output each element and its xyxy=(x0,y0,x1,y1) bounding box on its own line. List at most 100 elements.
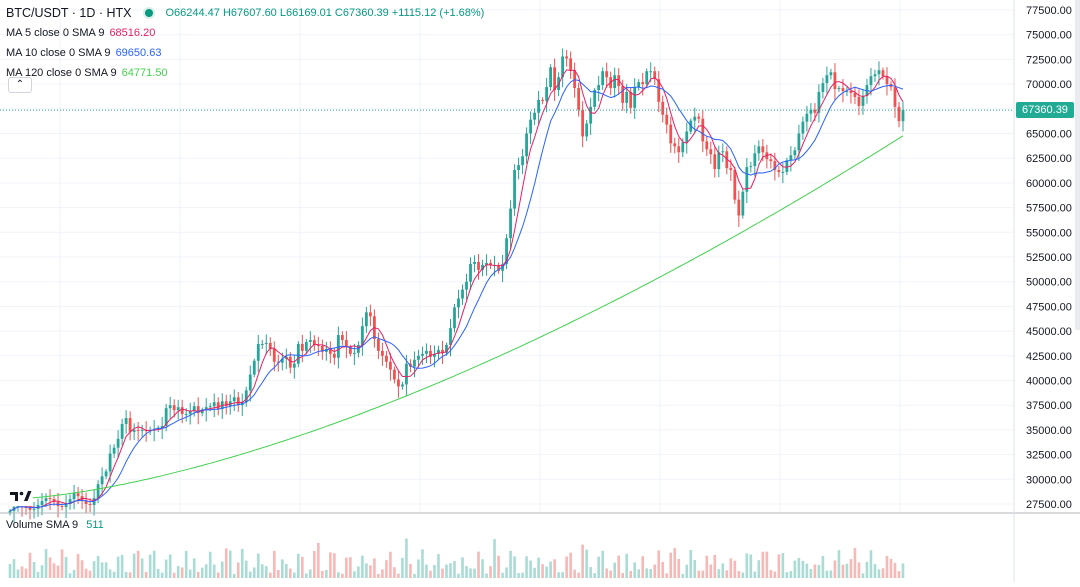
y-tick-label: 32500.00 xyxy=(1026,450,1072,462)
volume-bar xyxy=(745,553,749,578)
candle-body xyxy=(773,161,777,171)
tradingview-logo[interactable] xyxy=(7,486,33,506)
volume-bar xyxy=(829,570,833,578)
ma120-value: 64771.50 xyxy=(121,67,168,79)
candle-body xyxy=(545,87,549,101)
candle-body xyxy=(869,76,873,86)
candle-body xyxy=(549,67,553,88)
volume-bar xyxy=(577,572,580,578)
candle-body xyxy=(633,87,637,108)
symbol-title[interactable]: BTC/USDT · 1D · HTX xyxy=(6,6,132,20)
candle-body xyxy=(48,498,52,500)
ma120-legend[interactable]: MA 120 close 0 SMA 9 64771.50 xyxy=(6,63,484,83)
candle-body xyxy=(537,99,540,113)
volume-bar xyxy=(729,558,733,578)
volume-bar xyxy=(60,549,64,578)
candle-body xyxy=(308,339,312,342)
volume-bar xyxy=(277,569,280,578)
candle-body xyxy=(685,131,689,143)
candle-body xyxy=(132,429,136,432)
volume-bar xyxy=(325,569,328,578)
volume-bar xyxy=(521,572,524,578)
candle-body xyxy=(741,191,745,216)
candle-body xyxy=(208,406,212,408)
candle-body xyxy=(809,109,813,114)
volume-bar xyxy=(665,573,669,578)
candle-body xyxy=(393,369,396,380)
volume-bar xyxy=(789,571,793,578)
volume-bar xyxy=(421,549,424,578)
y-tick-label: 27500.00 xyxy=(1026,499,1072,511)
market-status-icon[interactable] xyxy=(143,7,156,19)
volume-bar xyxy=(849,559,853,578)
volume-bar xyxy=(16,569,20,578)
volume-bar xyxy=(589,567,592,578)
volume-bar xyxy=(689,550,693,578)
candle-body xyxy=(561,56,565,78)
volume-bar xyxy=(208,551,212,578)
candle-body xyxy=(477,261,480,270)
candle-body xyxy=(489,262,492,265)
volume-bar xyxy=(425,564,428,578)
volume-bar xyxy=(757,560,761,578)
candle-body xyxy=(340,335,344,340)
ma10-legend[interactable]: MA 10 close 0 SMA 9 69650.63 xyxy=(6,43,484,63)
candle-body xyxy=(332,353,336,358)
candle-body xyxy=(813,109,817,113)
volume-bar xyxy=(897,571,901,578)
candle-body xyxy=(721,151,725,153)
candle-body xyxy=(725,151,729,169)
candle-body xyxy=(256,343,260,361)
volume-bar xyxy=(549,561,552,578)
volume-bar xyxy=(597,556,600,578)
candle-body xyxy=(593,90,597,107)
candle-body xyxy=(793,150,797,156)
candle-body xyxy=(513,170,516,209)
volume-bar xyxy=(573,569,576,578)
candle-body xyxy=(429,350,432,357)
candle-body xyxy=(260,343,264,345)
volume-bar xyxy=(341,573,344,578)
volume-bar xyxy=(585,549,588,578)
candle-body xyxy=(336,335,340,358)
volume-bar xyxy=(893,562,897,578)
volume-bar xyxy=(713,554,717,578)
y-tick-label: 55000.00 xyxy=(1026,227,1072,239)
volume-bar xyxy=(817,564,821,578)
volume-bar xyxy=(837,550,841,578)
volume-bar xyxy=(809,569,813,578)
volume-bar xyxy=(212,564,216,578)
candle-body xyxy=(621,86,625,103)
candle-body xyxy=(613,75,617,89)
candle-body xyxy=(893,87,897,107)
y-tick-label: 77500.00 xyxy=(1026,5,1072,17)
volume-bar xyxy=(204,564,208,578)
candle-body xyxy=(188,411,192,415)
ma5-legend[interactable]: MA 5 close 0 SMA 9 68516.20 xyxy=(6,23,484,43)
volume-bar xyxy=(633,562,636,578)
candle-body xyxy=(849,91,853,93)
collapse-legend-button[interactable]: ⌃ xyxy=(8,77,32,93)
volume-bar xyxy=(272,550,276,578)
volume-legend[interactable]: Volume SMA 9 511 xyxy=(6,519,104,531)
candle-body xyxy=(521,156,524,166)
volume-bar xyxy=(525,556,528,578)
volume-bar xyxy=(393,567,396,578)
volume-bar xyxy=(176,566,180,578)
chevron-up-icon: ⌃ xyxy=(15,79,25,90)
candle-body xyxy=(669,124,673,144)
volume-bar xyxy=(785,572,789,578)
volume-bar xyxy=(301,556,304,578)
volume-bar xyxy=(321,570,324,578)
volume-bar xyxy=(72,569,76,578)
candle-body xyxy=(673,143,677,147)
volume-bar xyxy=(625,553,628,578)
ma10-label: MA 10 close 0 SMA 9 xyxy=(6,47,111,59)
volume-bar xyxy=(673,548,677,578)
candle-body xyxy=(328,348,332,354)
volume-bar xyxy=(657,550,661,578)
volume-bar xyxy=(761,551,765,578)
volume-bar xyxy=(285,564,288,578)
